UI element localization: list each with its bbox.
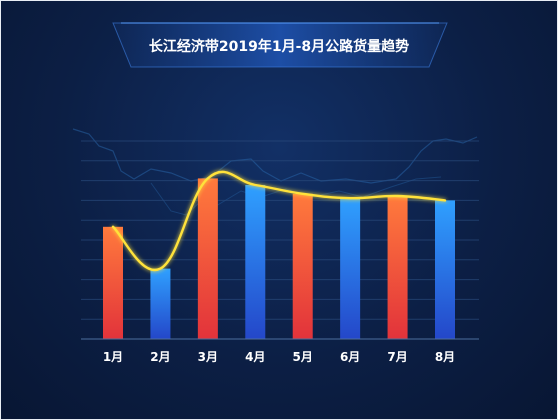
grid-lines	[81, 140, 479, 340]
chart-title: 长江经济带2019年1月-8月公路货量趋势	[149, 38, 409, 55]
bar-5	[292, 193, 313, 339]
x-tick-label: 4月	[245, 350, 265, 364]
trend-line-group	[111, 170, 447, 272]
bar-1	[103, 226, 123, 339]
bar-3	[197, 178, 218, 339]
x-tick-label: 7月	[387, 350, 407, 364]
bar-series	[103, 178, 455, 339]
x-tick-label: 8月	[435, 350, 455, 364]
title-banner	[112, 22, 448, 68]
bar-7	[387, 196, 408, 339]
trend-line	[111, 170, 447, 272]
bar-8	[435, 200, 455, 339]
x-tick-label: 6月	[340, 350, 360, 364]
x-tick-label: 3月	[198, 350, 218, 364]
x-axis-labels: 1月 2月 3月 4月 5月 6月 7月 8月	[103, 350, 455, 364]
x-tick-label: 5月	[293, 350, 313, 364]
x-tick-label: 1月	[103, 350, 123, 364]
bar-4	[245, 185, 266, 339]
bar-2	[150, 268, 171, 339]
map-outline-decoration	[72, 128, 478, 184]
x-tick-label: 2月	[150, 350, 170, 364]
bar-6	[340, 198, 361, 339]
